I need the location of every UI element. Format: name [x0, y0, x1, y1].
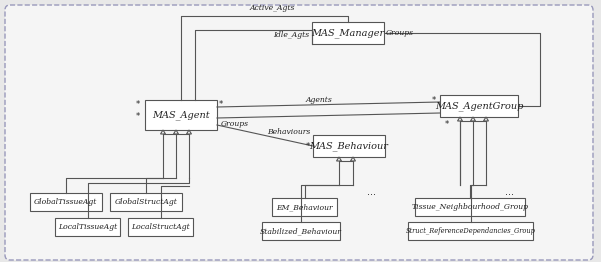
Text: MAS_Behaviour: MAS_Behaviour — [310, 141, 388, 151]
Text: *: * — [219, 101, 223, 110]
Text: MAS_Manager: MAS_Manager — [311, 28, 385, 38]
Text: Idle_Agts: Idle_Agts — [273, 31, 309, 39]
Bar — [145, 100, 217, 130]
Bar — [30, 193, 102, 211]
Text: Behaviours: Behaviours — [267, 128, 310, 136]
Bar — [415, 198, 525, 216]
Bar — [272, 198, 337, 216]
Bar — [55, 218, 120, 236]
Bar — [128, 218, 193, 236]
Text: Stabilized_Behaviour: Stabilized_Behaviour — [260, 227, 342, 235]
Bar — [313, 135, 385, 157]
Text: MAS_AgentGroup: MAS_AgentGroup — [435, 101, 523, 111]
Text: Struct_ReferenceDependancies_Group: Struct_ReferenceDependancies_Group — [406, 227, 535, 235]
Text: LocalTissueAgt: LocalTissueAgt — [58, 223, 117, 231]
Text: *: * — [136, 112, 140, 121]
Text: GlobalTissueAgt: GlobalTissueAgt — [34, 198, 98, 206]
Text: Tissue_Neighbourhood_Group: Tissue_Neighbourhood_Group — [412, 203, 528, 211]
Text: Groups: Groups — [386, 29, 414, 37]
Text: *: * — [432, 96, 436, 105]
Text: *: * — [445, 120, 450, 129]
Text: Groups: Groups — [221, 120, 249, 128]
Bar — [262, 222, 340, 240]
Text: LocalStructAgt: LocalStructAgt — [131, 223, 190, 231]
Text: ...: ... — [505, 187, 514, 197]
Text: Agents: Agents — [305, 96, 332, 104]
Text: *: * — [136, 101, 140, 110]
Text: ...: ... — [367, 187, 376, 197]
Text: MAS_Agent: MAS_Agent — [152, 110, 210, 120]
Bar — [440, 95, 518, 117]
Text: Active_Agts: Active_Agts — [250, 4, 295, 12]
Text: EM_Behaviour: EM_Behaviour — [276, 203, 333, 211]
Bar — [110, 193, 182, 211]
Text: GlobalStructAgt: GlobalStructAgt — [115, 198, 177, 206]
Text: *: * — [306, 143, 310, 151]
FancyBboxPatch shape — [5, 5, 593, 260]
Bar — [312, 22, 384, 44]
Bar — [408, 222, 533, 240]
